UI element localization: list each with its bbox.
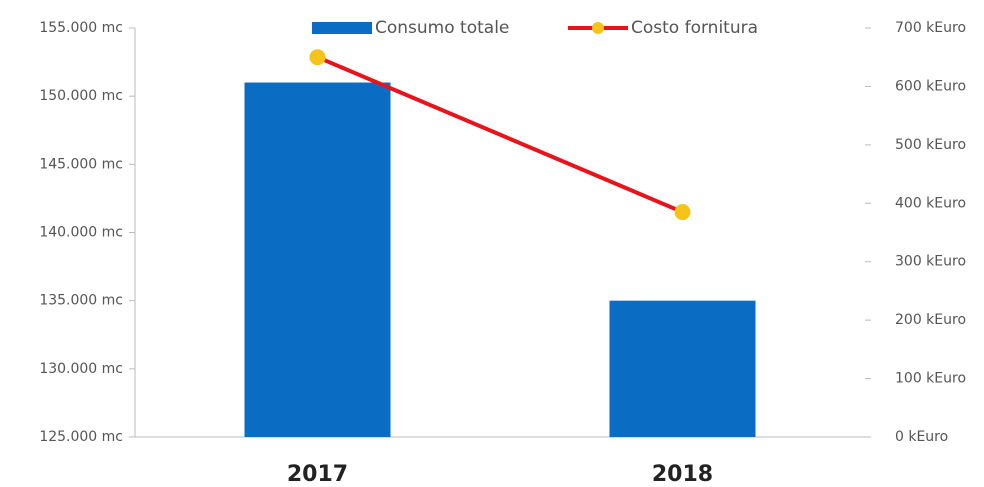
legend-label: Costo fornitura xyxy=(631,18,758,38)
y-tick-label: 150.000 mc xyxy=(39,88,123,104)
y2-tick-label: 700 kEuro xyxy=(895,20,966,36)
y2-tick-label: 100 kEuro xyxy=(895,371,966,387)
x-tick-label: 2017 xyxy=(287,462,348,487)
line-marker xyxy=(674,204,691,221)
legend-marker xyxy=(592,22,604,34)
legend-label: Consumo totale xyxy=(375,18,509,38)
y-tick-label: 155.000 mc xyxy=(39,20,123,36)
y2-tick-label: 300 kEuro xyxy=(895,254,966,270)
y2-tick-label: 400 kEuro xyxy=(895,195,966,211)
x-tick-label: 2018 xyxy=(652,462,713,487)
y-tick-label: 125.000 mc xyxy=(39,429,123,445)
y-tick-label: 145.000 mc xyxy=(39,156,123,172)
bar xyxy=(244,82,391,438)
y-tick-label: 140.000 mc xyxy=(39,225,123,241)
y2-tick-label: 600 kEuro xyxy=(895,78,966,94)
bar xyxy=(609,300,756,437)
line-marker xyxy=(309,49,326,66)
y2-tick-label: 0 kEuro xyxy=(895,429,948,445)
y2-tick-label: 200 kEuro xyxy=(895,312,966,328)
y2-tick-label: 500 kEuro xyxy=(895,137,966,153)
legend-swatch xyxy=(312,22,372,34)
y-tick-label: 130.000 mc xyxy=(39,361,123,377)
y-tick-label: 135.000 mc xyxy=(39,293,123,309)
line xyxy=(316,55,684,214)
